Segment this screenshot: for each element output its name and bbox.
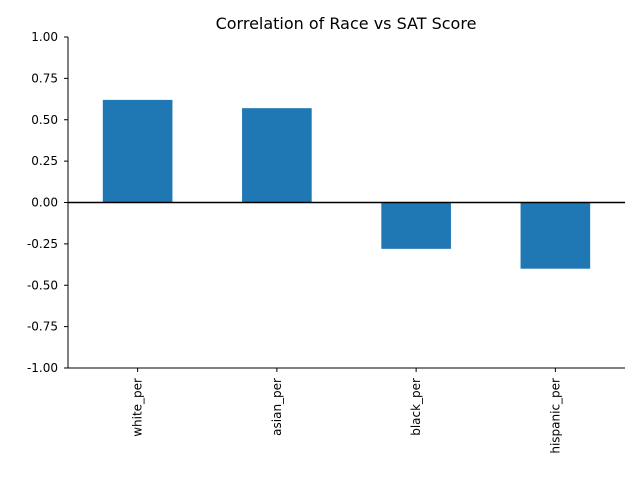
bar-black_per xyxy=(381,202,451,249)
x-tick-label-hispanic_per: hispanic_per xyxy=(548,378,562,454)
y-tick-label: 0.25 xyxy=(31,154,58,168)
x-tick-label-asian_per: asian_per xyxy=(270,378,284,436)
x-tick-label-black_per: black_per xyxy=(409,378,423,436)
x-ticks: white_per asian_per black_per hispanic_per xyxy=(131,368,562,454)
bar-hispanic_per xyxy=(520,202,591,269)
y-tick-label: -0.50 xyxy=(27,278,58,292)
y-tick-label: -0.75 xyxy=(27,320,58,334)
bar-white_per xyxy=(102,99,173,203)
y-tick-label: -0.25 xyxy=(27,237,58,251)
bar-asian_per xyxy=(242,108,312,203)
chart-title: Correlation of Race vs SAT Score xyxy=(216,14,477,33)
y-ticks: -1.00 -0.75 -0.50 -0.25 0.00 0.25 0.50 0.75 1.00 xyxy=(27,30,68,375)
y-tick-label: -1.00 xyxy=(27,361,58,375)
y-tick-label: 0.50 xyxy=(31,113,58,127)
y-tick-label: 0.00 xyxy=(31,196,58,210)
bars-layer xyxy=(102,99,591,269)
y-tick-label: 1.00 xyxy=(31,30,58,44)
y-tick-label: 0.75 xyxy=(31,71,58,85)
x-tick-label-white_per: white_per xyxy=(131,378,145,437)
